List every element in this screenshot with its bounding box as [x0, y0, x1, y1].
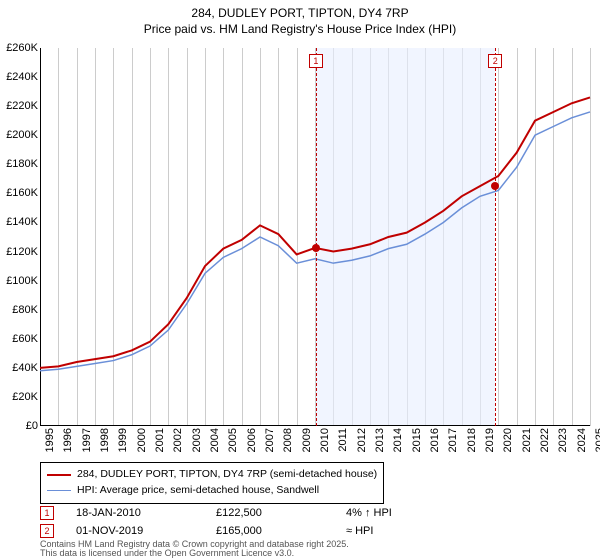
legend-label-1: 284, DUDLEY PORT, TIPTON, DY4 7RP (semi-… [77, 467, 377, 483]
chart-container: 284, DUDLEY PORT, TIPTON, DY4 7RP Price … [0, 0, 600, 560]
title-line-2: Price paid vs. HM Land Registry's House … [0, 22, 600, 38]
x-tick-label: 2000 [136, 428, 148, 452]
x-tick-label: 2008 [282, 428, 294, 452]
legend-swatch-red [47, 474, 71, 476]
x-tick-label: 2011 [337, 428, 349, 452]
x-tick-label: 2021 [521, 428, 533, 452]
x-tick-label: 2009 [301, 428, 313, 452]
x-tick-label: 2006 [246, 428, 258, 452]
x-tick-label: 1998 [99, 428, 111, 452]
marker-point [312, 244, 320, 252]
x-tick-label: 2020 [502, 428, 514, 452]
y-tick-label: £200K [2, 129, 38, 141]
x-tick-label: 2015 [411, 428, 423, 452]
footer: Contains HM Land Registry data © Crown c… [40, 540, 349, 558]
legend: 284, DUDLEY PORT, TIPTON, DY4 7RP (semi-… [40, 462, 384, 504]
y-tick-label: £0 [2, 420, 38, 432]
y-tick-label: £140K [2, 216, 38, 228]
y-tick-label: £220K [2, 100, 38, 112]
x-tick-label: 1996 [62, 428, 74, 452]
annotation-price-2: £165,000 [216, 525, 346, 537]
marker-line [316, 48, 317, 426]
y-tick-label: £60K [2, 333, 38, 345]
y-tick-label: £260K [2, 42, 38, 54]
y-tick-label: £80K [2, 304, 38, 316]
x-tick-label: 2004 [209, 428, 221, 452]
annotation-table: 1 18-JAN-2010 £122,500 4% ↑ HPI 2 01-NOV… [40, 504, 392, 540]
y-tick-label: £180K [2, 158, 38, 170]
annotation-date-1: 18-JAN-2010 [76, 507, 216, 519]
y-tick-label: £100K [2, 275, 38, 287]
x-tick-label: 2014 [392, 428, 404, 452]
x-tick-label: 2019 [484, 428, 496, 452]
chart-title: 284, DUDLEY PORT, TIPTON, DY4 7RP Price … [0, 0, 600, 37]
x-tick-label: 2023 [557, 428, 569, 452]
x-tick-label: 2003 [191, 428, 203, 452]
gridline [590, 48, 591, 426]
legend-row-1: 284, DUDLEY PORT, TIPTON, DY4 7RP (semi-… [47, 467, 377, 483]
x-tick-label: 2016 [429, 428, 441, 452]
x-tick-label: 2025 [594, 428, 600, 452]
annotation-marker-1: 1 [40, 506, 54, 520]
x-tick-label: 2018 [466, 428, 478, 452]
x-tick-label: 1997 [81, 428, 93, 452]
footer-line-2: This data is licensed under the Open Gov… [40, 549, 349, 558]
legend-swatch-blue [47, 490, 71, 491]
x-tick-label: 2022 [539, 428, 551, 452]
marker-box: 1 [309, 54, 323, 68]
x-tick-label: 2007 [264, 428, 276, 452]
x-tick-label: 2002 [172, 428, 184, 452]
x-tick-label: 2024 [576, 428, 588, 452]
y-tick-label: £120K [2, 246, 38, 258]
x-tick-label: 1999 [117, 428, 129, 452]
legend-row-2: HPI: Average price, semi-detached house,… [47, 483, 377, 499]
y-tick-label: £40K [2, 362, 38, 374]
x-tick-label: 2013 [374, 428, 386, 452]
annotation-row-2: 2 01-NOV-2019 £165,000 ≈ HPI [40, 522, 392, 540]
y-tick-label: £20K [2, 391, 38, 403]
marker-point [491, 182, 499, 190]
annotation-price-1: £122,500 [216, 507, 346, 519]
annotation-date-2: 01-NOV-2019 [76, 525, 216, 537]
x-tick-label: 1995 [44, 428, 56, 452]
marker-line [495, 48, 496, 426]
x-tick-label: 2005 [227, 428, 239, 452]
y-tick-label: £160K [2, 187, 38, 199]
title-line-1: 284, DUDLEY PORT, TIPTON, DY4 7RP [0, 6, 600, 22]
x-tick-label: 2012 [356, 428, 368, 452]
annotation-row-1: 1 18-JAN-2010 £122,500 4% ↑ HPI [40, 504, 392, 522]
y-tick-label: £240K [2, 71, 38, 83]
annotation-marker-2: 2 [40, 524, 54, 538]
marker-box: 2 [488, 54, 502, 68]
annotation-diff-1: 4% ↑ HPI [346, 507, 392, 519]
x-tick-label: 2017 [447, 428, 459, 452]
legend-label-2: HPI: Average price, semi-detached house,… [77, 483, 319, 499]
x-tick-label: 2001 [154, 428, 166, 452]
x-tick-label: 2010 [319, 428, 331, 452]
annotation-diff-2: ≈ HPI [346, 525, 373, 537]
